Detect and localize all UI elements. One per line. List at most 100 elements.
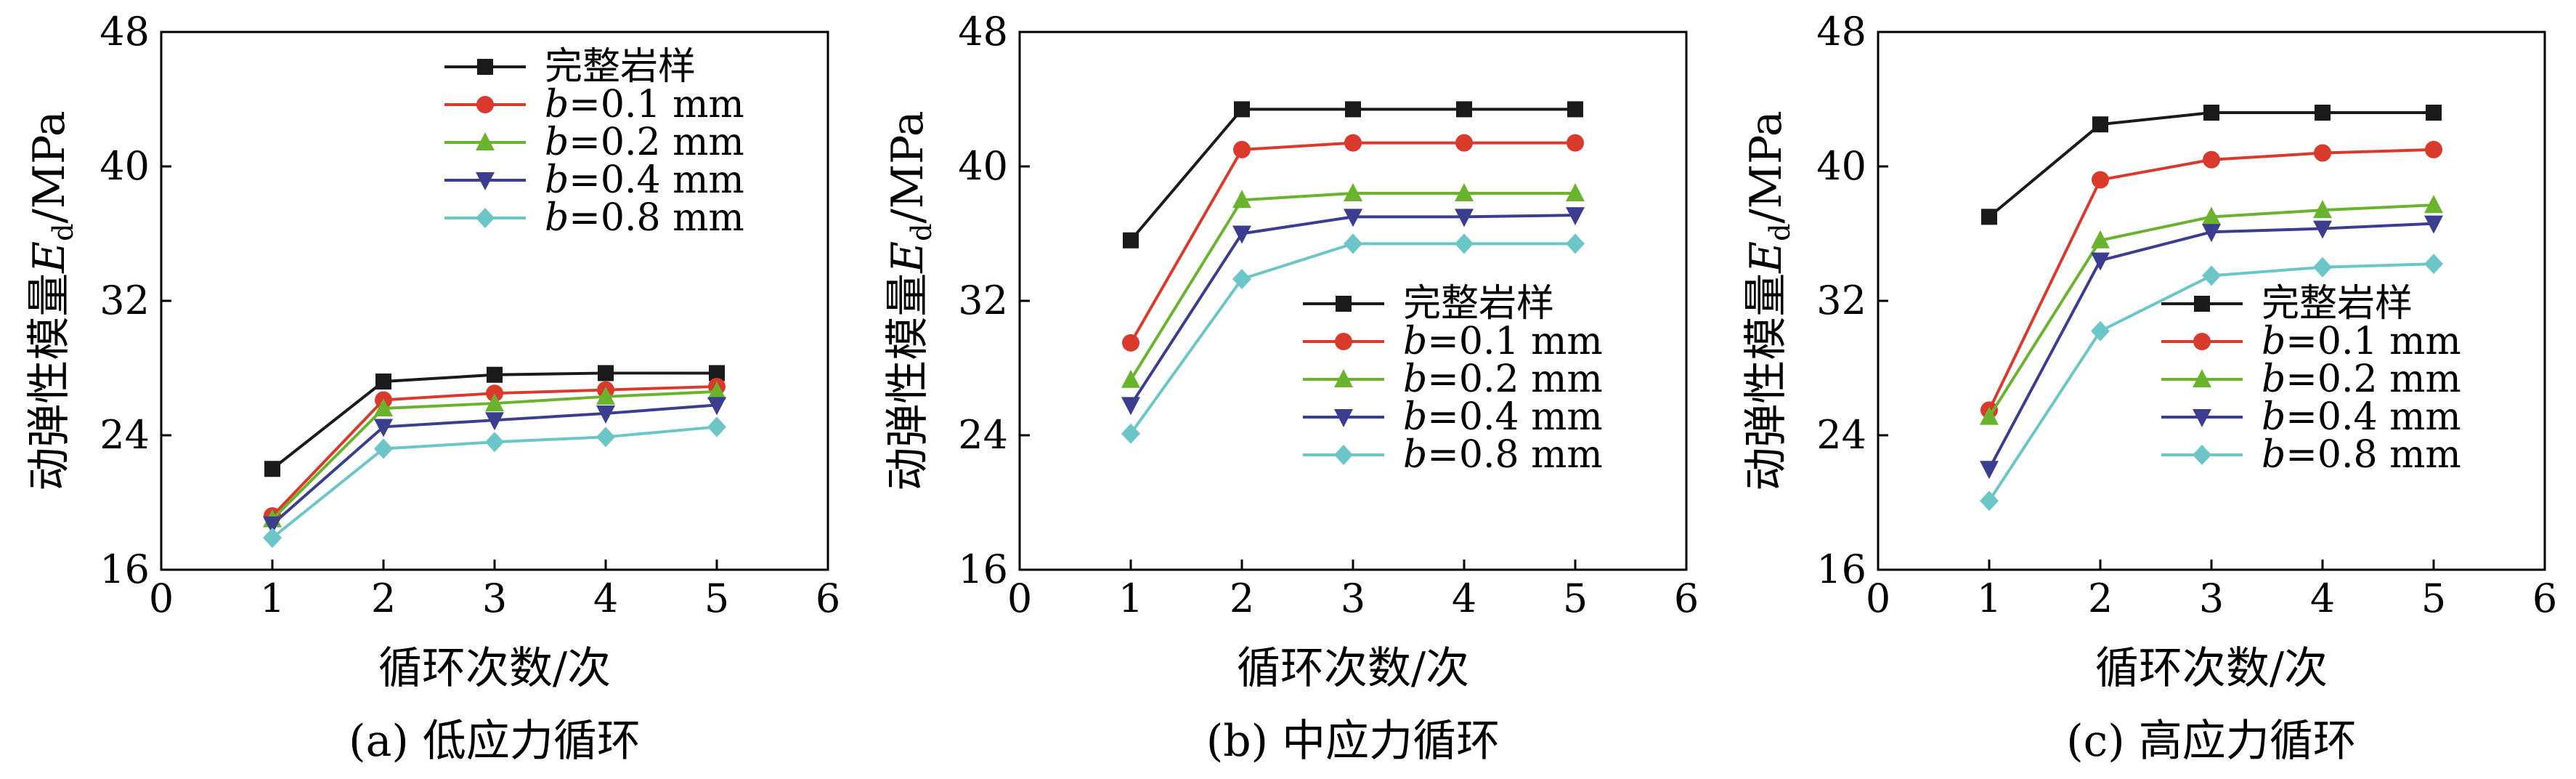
data-point: [1455, 209, 1474, 227]
legend-label: b=0.2 mm: [1403, 358, 1603, 401]
legend-label: b=0.4 mm: [545, 158, 744, 202]
legend-label: b=0.2 mm: [545, 121, 744, 164]
y-tick-label: 24: [1816, 412, 1866, 458]
data-point: [596, 386, 615, 405]
data-point: [707, 381, 726, 400]
data-point: [374, 438, 393, 459]
data-point: [2313, 220, 2332, 239]
x-axis-title: 循环次数/次: [378, 643, 611, 694]
legend-item: 完整岩样: [2161, 282, 2413, 326]
y-axis-title-var: E: [24, 241, 75, 274]
legend-item: b=0.8 mm: [444, 196, 744, 240]
x-tick-label: 6: [2532, 576, 2557, 621]
legend-marker: [1335, 333, 1352, 350]
legend-var: b: [545, 83, 569, 126]
data-point: [2202, 224, 2221, 243]
x-tick-label: 3: [2199, 576, 2224, 621]
panel-caption: (a) 低应力循环: [349, 716, 641, 767]
legend-marker: [476, 96, 494, 113]
data-point: [707, 416, 726, 437]
legend-var: b: [1403, 395, 1427, 439]
legend-label: b=0.4 mm: [2262, 395, 2461, 439]
data-point: [2314, 144, 2331, 162]
y-tick-label: 32: [958, 278, 1008, 323]
legend-var: b: [1403, 433, 1427, 477]
x-axis-title: 循环次数/次: [1237, 643, 1469, 694]
series-2: [1121, 183, 1585, 388]
data-point: [485, 412, 504, 431]
legend-marker: [1334, 445, 1353, 465]
series-3: [1980, 215, 2443, 480]
x-tick-label: 3: [482, 576, 507, 621]
data-point: [1567, 101, 1583, 118]
data-point: [2202, 206, 2221, 225]
x-tick-label: 0: [1866, 576, 1890, 621]
series-4: [1121, 233, 1585, 444]
y-axis-title-unit: /MPa: [882, 110, 933, 223]
data-point: [1121, 369, 1140, 388]
legend-marker: [476, 132, 495, 150]
x-tick-label: 0: [149, 576, 174, 621]
data-point: [1980, 491, 1999, 512]
legend-item: b=0.4 mm: [1303, 395, 1603, 439]
data-point: [374, 419, 393, 437]
data-point: [1344, 183, 1362, 201]
y-axis-title-var: E: [882, 241, 933, 274]
data-point: [2424, 215, 2443, 234]
x-tick-label: 6: [816, 576, 840, 621]
legend-label: b=0.1 mm: [545, 83, 744, 126]
series-3: [1121, 207, 1585, 416]
y-tick-label: 48: [1816, 9, 1866, 55]
series-1: [1980, 140, 2442, 419]
legend-label: b=0.8 mm: [545, 196, 744, 240]
y-tick-label: 40: [958, 143, 1008, 189]
legend-item: b=0.4 mm: [2161, 395, 2461, 439]
y-axis-title: 动弹性模量Ed/MPa: [24, 110, 79, 491]
x-tick-label: 1: [260, 576, 285, 621]
y-axis-title-unit: /MPa: [24, 110, 75, 223]
series-4: [1980, 254, 2443, 512]
data-point: [263, 516, 282, 535]
legend-var: b: [545, 121, 569, 164]
data-point: [1566, 233, 1585, 254]
chart-panel-b: 0 1 2 3 4 5 6 16 24 32 40 48 循环次数/次 动弹性模量Ed/MPa (b) 中应…: [882, 9, 1699, 767]
legend-item: b=0.1 mm: [2161, 320, 2461, 363]
data-point: [2202, 265, 2221, 286]
legend-item: b=0.8 mm: [2161, 433, 2461, 477]
data-point: [1233, 140, 1251, 158]
data-point: [2315, 105, 2331, 121]
data-point: [1232, 190, 1251, 209]
data-point: [1566, 183, 1585, 201]
legend-value: =0.2 mm: [2286, 358, 2461, 401]
y-tick-label: 32: [1816, 278, 1866, 323]
data-point: [2424, 254, 2443, 275]
x-axis-title: 循环次数/次: [2095, 643, 2328, 694]
data-point: [485, 432, 504, 453]
y-tick-label: 48: [958, 9, 1008, 55]
legend-item: b=0.4 mm: [444, 158, 744, 202]
legend-value: =0.8 mm: [1427, 433, 1602, 477]
series-0: [1981, 105, 2442, 225]
data-point: [2424, 195, 2443, 214]
legend-marker: [1336, 296, 1352, 312]
data-point: [2425, 140, 2442, 158]
y-tick-label: 16: [958, 546, 1008, 592]
legend-label: b=0.2 mm: [2262, 358, 2461, 401]
legend-var: b: [545, 196, 569, 240]
data-point: [1123, 232, 1139, 249]
legend-value: =0.1 mm: [2286, 320, 2461, 363]
data-point: [596, 427, 615, 448]
x-tick-label: 5: [1563, 576, 1588, 621]
legend-value: =0.2 mm: [1427, 358, 1602, 401]
data-point: [263, 528, 282, 549]
y-tick-label: 40: [1816, 143, 1866, 189]
legend-var: b: [2262, 358, 2286, 401]
legend-label: b=0.8 mm: [2262, 433, 2461, 477]
data-point: [1121, 397, 1140, 416]
data-point: [1344, 209, 1362, 227]
x-tick-label: 6: [1674, 576, 1699, 621]
x-tick-label: 5: [704, 576, 729, 621]
x-tick-label: 4: [2310, 576, 2335, 621]
